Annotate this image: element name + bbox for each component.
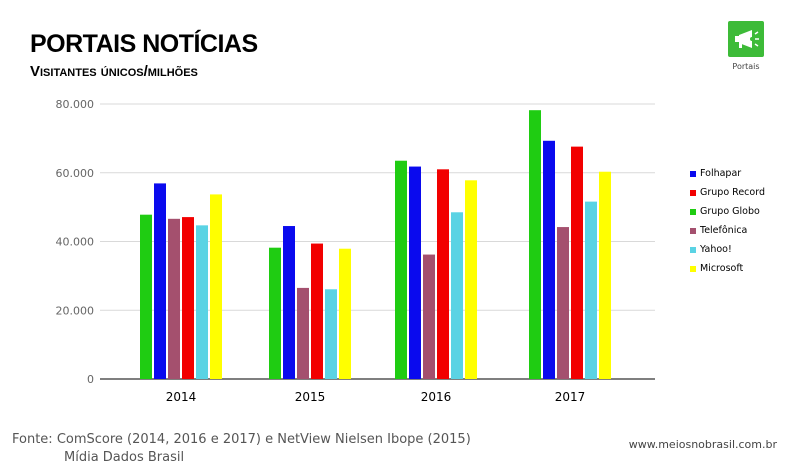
bar-telef-nica-2015 <box>297 287 309 379</box>
bar-telef-nica-2017 <box>557 227 569 379</box>
bar-microsoft-2015 <box>339 248 351 379</box>
x-tick-label: 2014 <box>166 390 197 404</box>
legend-label: Telefônica <box>700 225 748 236</box>
legend-item: Folhapar <box>690 164 765 183</box>
megaphone-icon <box>735 30 759 48</box>
chart-legend: Folhapar Grupo Record Grupo Globo Telefônic… <box>690 164 765 278</box>
legend-label: Yahoo! <box>700 244 732 255</box>
badge-label: Portais <box>732 62 760 71</box>
bar-grupo-globo-2016 <box>395 160 407 379</box>
bar-microsoft-2014 <box>210 194 222 379</box>
bar-microsoft-2016 <box>465 180 477 379</box>
bar-yahoo--2015 <box>325 289 337 379</box>
bar-yahoo--2016 <box>451 212 463 379</box>
chart-title: PORTAIS NOTÍCIAS <box>30 30 258 58</box>
bar-microsoft-2017 <box>599 171 611 379</box>
source-line-2: Mídia Dados Brasil <box>64 450 185 465</box>
y-tick-label: 20.000 <box>56 304 95 317</box>
x-tick-label: 2016 <box>421 390 452 404</box>
bar-yahoo--2017 <box>585 201 597 379</box>
chart-subtitle: Visitantes únicos/milhões <box>30 63 198 80</box>
legend-item: Grupo Record <box>690 183 765 202</box>
chart-bars <box>140 110 611 379</box>
x-tick-label: 2017 <box>555 390 586 404</box>
bar-grupo-record-2014 <box>182 217 194 379</box>
bar-grupo-globo-2014 <box>140 214 152 379</box>
bar-grupo-record-2015 <box>311 243 323 379</box>
bar-yahoo--2014 <box>196 225 208 379</box>
bar-folhapar-2014 <box>154 183 166 379</box>
legend-item: Grupo Globo <box>690 202 765 221</box>
legend-swatch <box>690 246 696 253</box>
bar-grupo-record-2017 <box>571 146 583 379</box>
source-note: Fonte: ComScore (2014, 2016 e 2017) e Ne… <box>12 431 471 467</box>
source-line-1: Fonte: ComScore (2014, 2016 e 2017) e Ne… <box>12 432 471 447</box>
y-tick-label: 60.000 <box>56 167 95 180</box>
chart-axis: 0 20.000 40.000 60.000 80.000 2014 2015 2016 201… <box>56 98 586 404</box>
bar-grupo-globo-2015 <box>269 247 281 379</box>
legend-item: Yahoo! <box>690 240 765 259</box>
legend-item: Microsoft <box>690 259 765 278</box>
y-tick-label: 0 <box>87 373 94 386</box>
legend-swatch <box>690 227 696 234</box>
legend-swatch <box>690 170 696 177</box>
legend-label: Folhapar <box>700 168 742 179</box>
bar-folhapar-2017 <box>543 140 555 379</box>
legend-label: Grupo Record <box>700 187 765 198</box>
legend-label: Microsoft <box>700 263 744 274</box>
legend-swatch <box>690 189 696 196</box>
y-tick-label: 80.000 <box>56 98 95 111</box>
bar-folhapar-2015 <box>283 226 295 379</box>
portais-badge <box>728 21 764 57</box>
x-tick-label: 2015 <box>295 390 326 404</box>
legend-item: Telefônica <box>690 221 765 240</box>
y-tick-label: 40.000 <box>56 236 95 249</box>
legend-label: Grupo Globo <box>700 206 760 217</box>
legend-swatch <box>690 208 696 215</box>
bar-telef-nica-2014 <box>168 218 180 379</box>
website-url: www.meiosnobrasil.com.br <box>628 438 777 451</box>
bar-folhapar-2016 <box>409 166 421 379</box>
legend-swatch <box>690 265 696 272</box>
bar-grupo-record-2016 <box>437 169 449 379</box>
bar-grupo-globo-2017 <box>529 110 541 379</box>
bar-telef-nica-2016 <box>423 254 435 379</box>
